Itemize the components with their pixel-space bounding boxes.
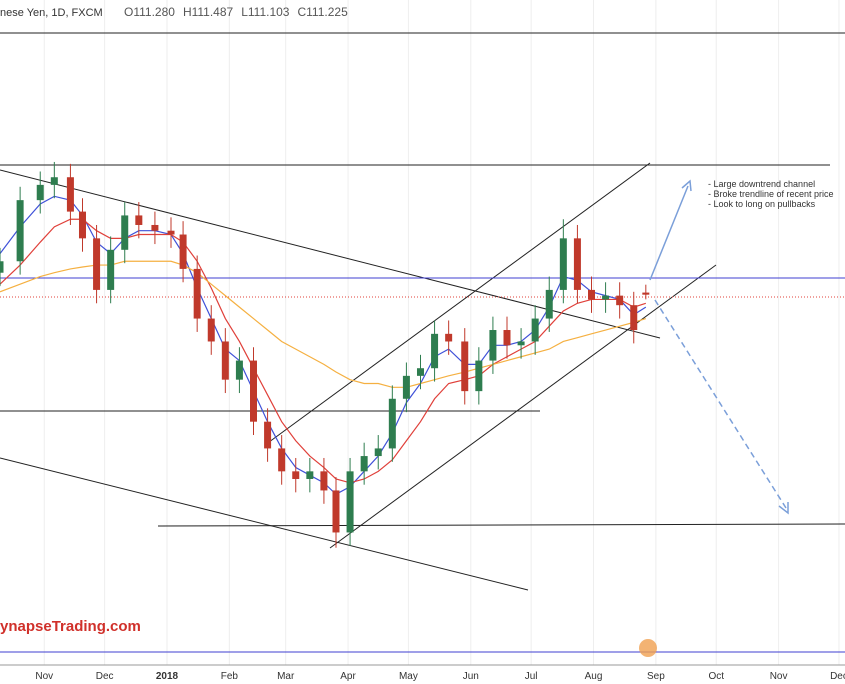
candle-body (207, 318, 215, 342)
candle-body (616, 295, 624, 306)
x-tick-label: Nov (35, 671, 53, 682)
candle-body (250, 360, 257, 422)
x-tick-label: Jul (525, 671, 538, 682)
moving-average (0, 218, 647, 484)
candle-body (93, 238, 101, 290)
candle-body (630, 305, 638, 331)
candle-body (320, 471, 328, 491)
candle-body (602, 295, 610, 300)
candle-body (588, 289, 595, 300)
ohlc-value: L111.103 (241, 5, 290, 19)
candle-body (167, 230, 175, 235)
candle-body (78, 211, 86, 239)
ohlc-legend: O111.280 H111.487 L111.103 C111.225 (124, 5, 348, 19)
trendline (264, 162, 651, 446)
symbol: nese Yen, 1D, FXCM (0, 7, 103, 19)
candle-body (402, 375, 410, 399)
moving-average (0, 195, 647, 495)
candle-body (306, 471, 314, 479)
candle-body (445, 333, 453, 342)
annotation: - Broke trendline of recent price (708, 189, 834, 199)
trendline (329, 264, 717, 549)
annotation: - Large downtrend channel (708, 179, 815, 189)
x-tick-label: Nov (770, 671, 788, 682)
candle-body (489, 330, 497, 361)
candle-body (278, 448, 286, 472)
candle-body (573, 238, 581, 290)
candle-body (642, 292, 650, 295)
candle-body (416, 368, 424, 376)
candle-body (332, 490, 340, 533)
candle-body (121, 215, 129, 250)
drawings (0, 32, 845, 657)
logo-icon (639, 639, 657, 657)
x-tick-label: Dec (96, 671, 114, 682)
ohlc-value: O111.280 (124, 5, 175, 19)
candle-body (36, 184, 44, 201)
candle-body (503, 330, 511, 346)
arrow-head (681, 179, 692, 192)
x-tick-label: Jun (463, 671, 479, 682)
x-tick-label: Feb (221, 671, 239, 682)
candle-body (193, 268, 201, 319)
x-tick-label: Oct (708, 671, 724, 682)
candle-body (374, 448, 382, 457)
arrow-head (778, 502, 789, 515)
x-tick-label: Sep (647, 671, 665, 682)
x-tick-label: Mar (277, 671, 295, 682)
candle-body (151, 224, 159, 231)
x-tick-label: Dec (830, 671, 845, 682)
plot (0, 161, 650, 548)
candle-body (559, 238, 567, 290)
ohlc-value: C111.225 (297, 5, 348, 19)
candle-body (50, 177, 58, 185)
candle-body (16, 200, 24, 262)
arrow (649, 185, 689, 281)
candle-body (292, 471, 300, 479)
candle-body (531, 318, 539, 342)
x-tick-label: Apr (340, 671, 356, 682)
candle-body (0, 261, 4, 273)
candle-body (66, 177, 74, 212)
candle-body (179, 234, 187, 269)
x-tick-label: Aug (585, 671, 603, 682)
trendline (0, 457, 529, 591)
candle-body (221, 341, 229, 380)
candle-body (517, 341, 525, 346)
candle-body (346, 471, 354, 533)
ohlc-value: H111.487 (183, 5, 234, 19)
grid (43, 0, 840, 665)
annotation: - Look to long on pullbacks (708, 199, 816, 209)
watermark: ynapseTrading.com (0, 618, 141, 635)
candle-body (235, 360, 243, 380)
candle-body (388, 398, 396, 449)
candle-body (475, 360, 483, 392)
candle-body (135, 215, 143, 225)
candle-body (545, 289, 553, 319)
candle-body (264, 421, 272, 449)
candle-body (431, 333, 439, 369)
candle-body (360, 456, 368, 472)
moving-average (0, 260, 647, 388)
x-tick-label: 2018 (156, 671, 179, 682)
candle-body (461, 341, 469, 392)
arrow (654, 299, 787, 509)
x-tick-label: May (399, 671, 418, 682)
candle-body (107, 249, 115, 290)
